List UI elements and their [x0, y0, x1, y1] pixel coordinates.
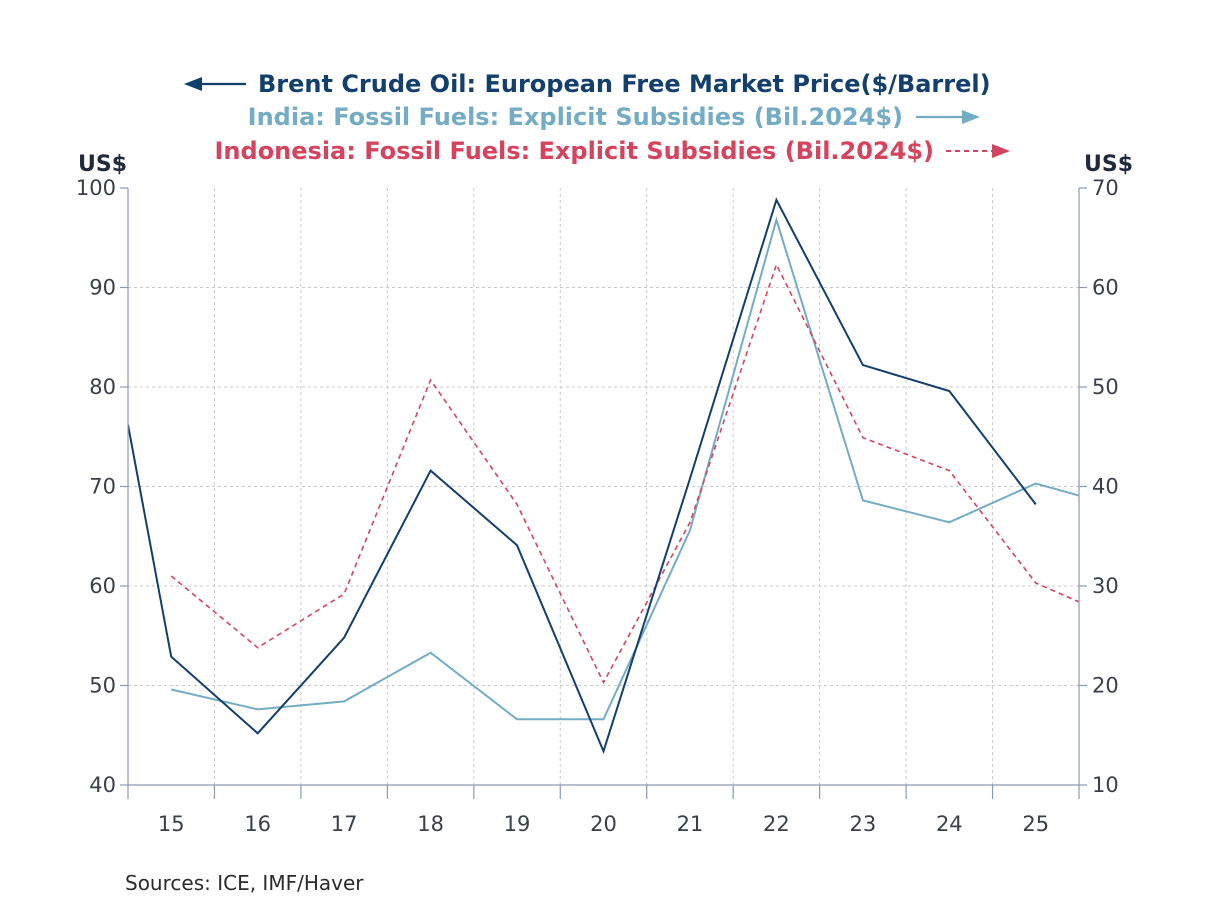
- x-tick-label: 25: [1022, 812, 1049, 836]
- series-lines: [128, 197, 1079, 755]
- source-note: Sources: ICE, IMF/Haver: [125, 871, 364, 895]
- legend-item-brent: Brent Crude Oil: European Free Market Pr…: [184, 70, 991, 98]
- x-tick-label: 17: [331, 812, 358, 836]
- left-tick-label: 70: [89, 475, 116, 499]
- legend-label-brent: Brent Crude Oil: European Free Market Pr…: [258, 70, 991, 98]
- legend-label-indonesia: Indonesia: Fossil Fuels: Explicit Subsid…: [215, 137, 935, 165]
- series-line-india: [170, 216, 1079, 721]
- right-tick-label: 20: [1092, 674, 1119, 698]
- x-tick-label: 18: [417, 812, 444, 836]
- left-tick-label: 90: [89, 276, 116, 300]
- left-axis-unit: US$: [78, 152, 127, 177]
- right-tick-label: 10: [1092, 773, 1119, 797]
- x-tick-label: 21: [677, 812, 704, 836]
- x-tick-label: 19: [504, 812, 531, 836]
- tick-labels: 100 90 80 70 60 50 40 70 60 50 40 30 20 10 15 16 17 18 19 2…: [76, 176, 1119, 836]
- legend: Brent Crude Oil: European Free Market Pr…: [184, 70, 1010, 165]
- x-tick-label: 24: [936, 812, 963, 836]
- right-axis-unit: US$: [1084, 152, 1133, 177]
- left-tick-label: 80: [89, 375, 116, 399]
- right-tick-label: 70: [1092, 176, 1119, 200]
- x-tick-label: 23: [849, 812, 876, 836]
- legend-item-india: India: Fossil Fuels: Explicit Subsidies …: [248, 103, 980, 131]
- left-tick-label: 60: [89, 574, 116, 598]
- x-tick-label: 20: [590, 812, 617, 836]
- series-line-brent: [128, 197, 1037, 755]
- left-arrow-icon: [184, 77, 202, 91]
- axes: [120, 187, 1087, 799]
- left-tick-label: 40: [89, 773, 116, 797]
- legend-item-indonesia: Indonesia: Fossil Fuels: Explicit Subsid…: [215, 137, 1010, 165]
- x-tick-label: 15: [158, 812, 185, 836]
- right-tick-label: 60: [1092, 276, 1119, 300]
- right-arrow-icon: [962, 110, 980, 124]
- x-tick-label: 16: [244, 812, 271, 836]
- right-tick-label: 30: [1092, 574, 1119, 598]
- right-arrow-icon: [992, 144, 1010, 158]
- right-tick-label: 50: [1092, 375, 1119, 399]
- x-tick-label: 22: [763, 812, 790, 836]
- left-tick-label: 50: [89, 674, 116, 698]
- grid: [128, 188, 1079, 785]
- right-tick-label: 40: [1092, 475, 1119, 499]
- legend-label-india: India: Fossil Fuels: Explicit Subsidies …: [248, 103, 903, 131]
- series-line-indonesia: [170, 262, 1079, 685]
- left-tick-label: 100: [76, 176, 116, 200]
